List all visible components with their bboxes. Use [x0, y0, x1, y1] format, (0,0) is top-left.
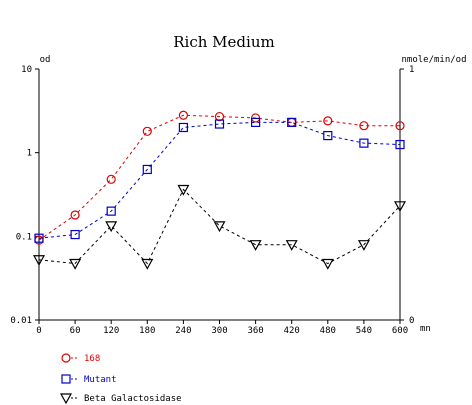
data-point — [34, 233, 44, 243]
data-point — [106, 206, 116, 216]
x-tick-label: 420 — [284, 326, 300, 336]
legend-label: Mutant — [84, 375, 117, 385]
legend-label: 168 — [84, 354, 100, 364]
data-point — [70, 229, 80, 240]
y-right-tick-label: 1 — [409, 65, 414, 75]
data-point — [249, 240, 262, 251]
series-line — [38, 114, 400, 241]
chart-title: Rich Medium — [173, 33, 274, 51]
x-tick-label: 300 — [211, 326, 227, 336]
series-2 — [32, 184, 407, 270]
y-left-tick-label: 10 — [21, 65, 32, 75]
data-point — [178, 110, 188, 120]
data-point — [395, 139, 405, 150]
data-point — [287, 117, 297, 128]
legend-item: Mutant — [61, 374, 117, 385]
data-point — [178, 122, 188, 133]
x-tick-label: 0 — [36, 326, 41, 336]
data-point — [323, 130, 333, 141]
data-point — [359, 121, 369, 131]
data-point — [359, 138, 369, 148]
legend-marker — [61, 353, 71, 363]
data-point — [70, 210, 80, 220]
data-point — [285, 240, 298, 251]
data-point — [177, 184, 190, 196]
data-point — [105, 221, 118, 233]
data-point — [357, 240, 370, 251]
y-right-axis-label: nmole/min/od — [401, 55, 466, 65]
x-tick-label: 60 — [70, 326, 81, 336]
x-tick-label: 360 — [247, 326, 263, 336]
data-point — [251, 117, 261, 128]
y-right-tick-label: 0 — [409, 316, 414, 326]
legend-marker — [61, 374, 71, 384]
series-line — [38, 121, 401, 239]
legend-marker — [59, 393, 73, 405]
x-tick-label: 540 — [356, 326, 372, 336]
y-left-tick-label: 0.01 — [10, 316, 32, 326]
x-tick-label: 480 — [320, 326, 336, 336]
x-tick-label: 600 — [392, 326, 408, 336]
legend-item: 168 — [61, 353, 100, 364]
data-point — [142, 164, 152, 175]
legend-item: Beta Galactosidase — [59, 393, 182, 405]
data-point — [106, 174, 116, 184]
data-point — [321, 258, 334, 270]
y-left-axis-label: od — [40, 55, 51, 65]
data-point — [142, 126, 152, 136]
data-point — [214, 119, 225, 129]
series-1 — [34, 117, 405, 243]
x-tick-label: 120 — [103, 326, 119, 336]
data-point — [393, 201, 407, 213]
series-line — [38, 188, 401, 265]
y-left-tick-label: 1 — [27, 149, 32, 159]
data-point — [141, 258, 154, 270]
x-tick-label: 180 — [139, 326, 155, 336]
data-point — [32, 255, 46, 266]
legend-label: Beta Galactosidase — [84, 394, 182, 404]
data-point — [323, 116, 333, 126]
x-tick-label: 240 — [175, 326, 191, 336]
x-axis-unit-label: mn — [420, 324, 431, 334]
data-point — [213, 221, 226, 233]
data-point — [395, 121, 405, 131]
y-left-tick-label: 0.1 — [16, 232, 32, 242]
data-point — [69, 258, 82, 270]
